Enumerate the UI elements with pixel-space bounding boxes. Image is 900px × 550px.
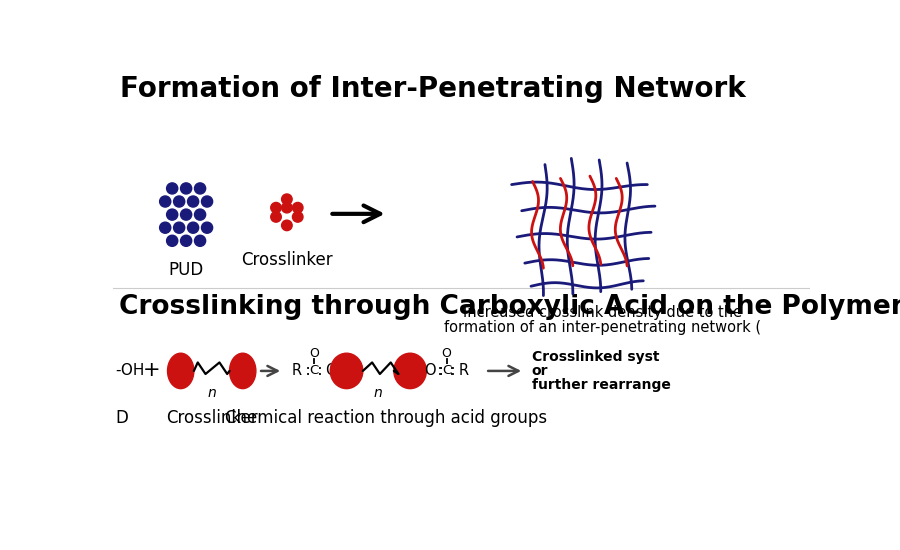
Circle shape [159, 196, 171, 207]
Circle shape [271, 202, 282, 213]
Text: Chemical reaction through acid groups: Chemical reaction through acid groups [225, 409, 547, 427]
Text: C: C [442, 365, 451, 377]
Text: D: D [115, 409, 129, 427]
Circle shape [282, 194, 292, 205]
Circle shape [187, 222, 199, 233]
Text: O: O [325, 364, 337, 378]
Text: n: n [374, 386, 382, 399]
Text: C: C [310, 365, 319, 377]
Text: -OH: -OH [115, 362, 145, 378]
Text: +: + [142, 360, 160, 380]
Ellipse shape [394, 353, 427, 389]
Text: further rearrange: further rearrange [532, 378, 670, 392]
Circle shape [166, 209, 178, 220]
Circle shape [159, 222, 171, 233]
Ellipse shape [330, 353, 363, 389]
Text: O: O [309, 348, 319, 360]
Text: Crosslinked syst: Crosslinked syst [532, 350, 660, 364]
Circle shape [166, 235, 178, 246]
Text: O: O [424, 364, 436, 378]
Text: R: R [458, 364, 469, 378]
Circle shape [187, 196, 199, 207]
Ellipse shape [167, 353, 194, 389]
Text: Crosslinking through Carboxylic Acid on the Polymer Backbone: Crosslinking through Carboxylic Acid on … [119, 294, 900, 320]
Circle shape [181, 209, 192, 220]
Text: O: O [442, 348, 452, 360]
Text: R: R [292, 364, 302, 378]
Circle shape [181, 235, 192, 246]
Circle shape [194, 183, 206, 194]
Text: formation of an inter-penetrating network (: formation of an inter-penetrating networ… [444, 320, 760, 335]
Circle shape [166, 183, 178, 194]
Text: or: or [532, 364, 548, 378]
Circle shape [194, 209, 206, 220]
Circle shape [202, 196, 212, 207]
Circle shape [292, 202, 303, 213]
Ellipse shape [230, 353, 256, 389]
Text: Crosslinker: Crosslinker [166, 409, 257, 427]
Text: Formation of Inter-Penetrating Network: Formation of Inter-Penetrating Network [121, 75, 746, 103]
Circle shape [271, 212, 282, 222]
Circle shape [194, 235, 206, 246]
Circle shape [181, 183, 192, 194]
Circle shape [202, 222, 212, 233]
Text: Crosslinker: Crosslinker [241, 251, 333, 269]
Text: PUD: PUD [168, 261, 203, 279]
Circle shape [282, 220, 292, 230]
Circle shape [174, 196, 184, 207]
Circle shape [292, 212, 303, 222]
Text: n: n [207, 386, 216, 399]
Circle shape [282, 202, 292, 213]
Circle shape [174, 222, 184, 233]
Text: Increased crosslink density due to the: Increased crosslink density due to the [463, 305, 742, 320]
